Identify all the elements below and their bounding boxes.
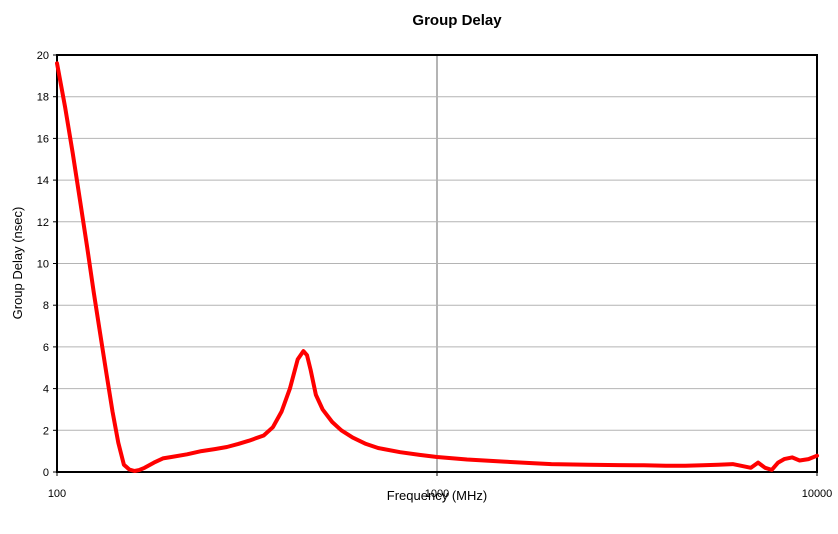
- y-tick-label: 6: [43, 342, 49, 354]
- y-tick-label: 10: [37, 259, 49, 271]
- y-tick-label: 20: [37, 50, 49, 62]
- y-tick-label: 2: [43, 425, 49, 437]
- y-tick-label: 18: [37, 92, 49, 104]
- series-group: [55, 61, 819, 473]
- y-tick-label: 4: [43, 384, 49, 396]
- chart-title: Group Delay: [412, 12, 502, 29]
- x-tick-label: 1000: [425, 488, 449, 500]
- y-tick-label: 12: [37, 217, 49, 229]
- x-tick-label: 10000: [802, 488, 833, 500]
- y-axis-label: Group Delay (nsec): [10, 207, 25, 320]
- grid-lines: [57, 55, 817, 472]
- y-tick-label: 8: [43, 300, 49, 312]
- x-axis-label: Frequency (MHz): [387, 488, 487, 503]
- y-tick-label: 16: [37, 133, 49, 145]
- x-axis-ticks: 100 1000 10000: [48, 472, 832, 500]
- y-tick-label: 0: [43, 467, 49, 479]
- group-delay-line: [55, 61, 819, 473]
- x-tick-label: 100: [48, 488, 66, 500]
- y-tick-label: 14: [37, 175, 49, 187]
- y-axis-ticks: 0 2 4 6 8 10 12 14 16 18 20: [37, 50, 57, 479]
